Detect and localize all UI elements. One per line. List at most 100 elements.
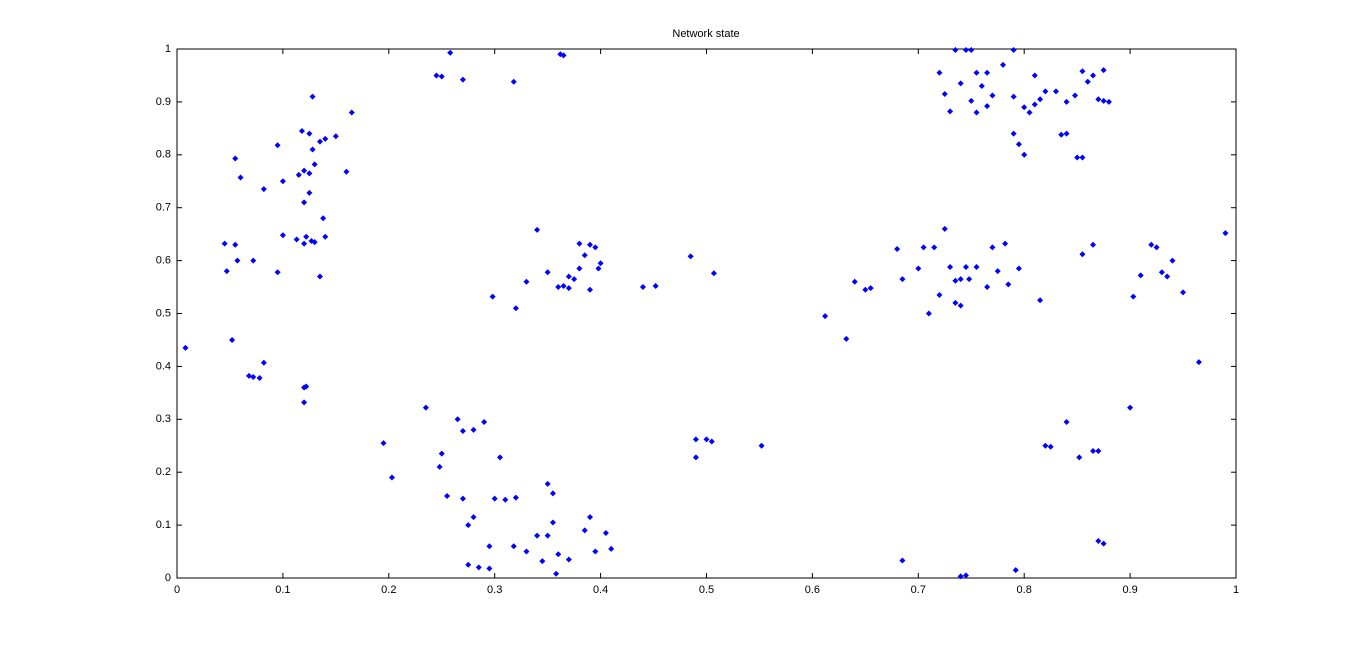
point <box>303 383 310 390</box>
point <box>962 47 969 54</box>
point <box>343 168 350 175</box>
point <box>957 80 964 87</box>
x-tick-label: 0.9 <box>1122 584 1137 596</box>
point <box>322 233 329 240</box>
point <box>936 291 943 298</box>
point <box>952 299 959 306</box>
point <box>1031 72 1038 79</box>
point <box>1095 96 1102 103</box>
point <box>510 543 517 550</box>
point <box>301 240 308 247</box>
point <box>597 260 604 267</box>
point <box>1042 88 1049 95</box>
point <box>867 285 874 292</box>
point <box>459 76 466 83</box>
point <box>1137 272 1144 279</box>
point <box>475 564 482 571</box>
point <box>947 263 954 270</box>
point <box>989 244 996 251</box>
point <box>1095 537 1102 544</box>
point <box>639 284 646 291</box>
point <box>1222 230 1229 237</box>
point <box>332 133 339 140</box>
point <box>862 286 869 293</box>
point <box>1015 265 1022 272</box>
point <box>822 313 829 320</box>
point <box>1000 61 1007 68</box>
point <box>438 73 445 80</box>
y-tick-label: 0.8 <box>156 149 171 161</box>
point <box>1063 130 1070 137</box>
point <box>486 543 493 550</box>
point <box>534 532 541 539</box>
point <box>587 241 594 248</box>
point <box>592 244 599 251</box>
point <box>1100 97 1107 104</box>
point <box>931 244 938 251</box>
point <box>260 359 267 366</box>
point <box>1090 448 1097 455</box>
point <box>182 344 189 351</box>
y-tick-label: 1 <box>165 43 171 55</box>
point <box>851 278 858 285</box>
point <box>899 557 906 564</box>
point <box>250 373 257 380</box>
point <box>1005 281 1012 288</box>
point <box>309 93 316 100</box>
point <box>512 494 519 501</box>
point <box>274 142 281 149</box>
point <box>843 335 850 342</box>
point <box>298 127 305 134</box>
point <box>295 171 302 178</box>
point <box>544 532 551 539</box>
point <box>1074 154 1081 161</box>
point <box>1063 98 1070 105</box>
point <box>936 69 943 76</box>
point <box>465 522 472 529</box>
point <box>465 561 472 568</box>
point <box>1180 289 1187 296</box>
point <box>250 257 257 264</box>
point <box>1012 567 1019 574</box>
point <box>223 268 230 275</box>
point <box>973 109 980 116</box>
point <box>555 284 562 291</box>
point <box>602 530 609 537</box>
point <box>260 186 267 193</box>
point <box>306 130 313 137</box>
point <box>968 97 975 104</box>
point <box>968 47 975 54</box>
point <box>571 276 578 283</box>
point <box>454 416 461 423</box>
x-tick-label: 0.8 <box>1017 584 1032 596</box>
point <box>422 404 429 411</box>
point <box>581 527 588 534</box>
x-tick-label: 0.6 <box>805 584 820 596</box>
point <box>565 556 572 563</box>
point <box>510 78 517 85</box>
point <box>994 268 1001 275</box>
point <box>486 565 493 572</box>
point <box>1015 141 1022 148</box>
point <box>957 573 964 580</box>
y-tick-label: 0 <box>165 572 171 584</box>
point <box>221 240 228 247</box>
point <box>957 302 964 309</box>
point <box>555 551 562 558</box>
x-tick-label: 0.1 <box>275 584 290 596</box>
point <box>708 438 715 445</box>
point <box>311 161 318 168</box>
point <box>966 276 973 283</box>
point <box>989 92 996 99</box>
point <box>301 399 308 406</box>
point <box>915 265 922 272</box>
point <box>436 463 443 470</box>
point <box>1026 109 1033 116</box>
y-tick-label: 0.1 <box>156 519 171 531</box>
point <box>1037 96 1044 103</box>
y-tick-label: 0.7 <box>156 202 171 214</box>
point <box>229 336 236 343</box>
point <box>1090 72 1097 79</box>
